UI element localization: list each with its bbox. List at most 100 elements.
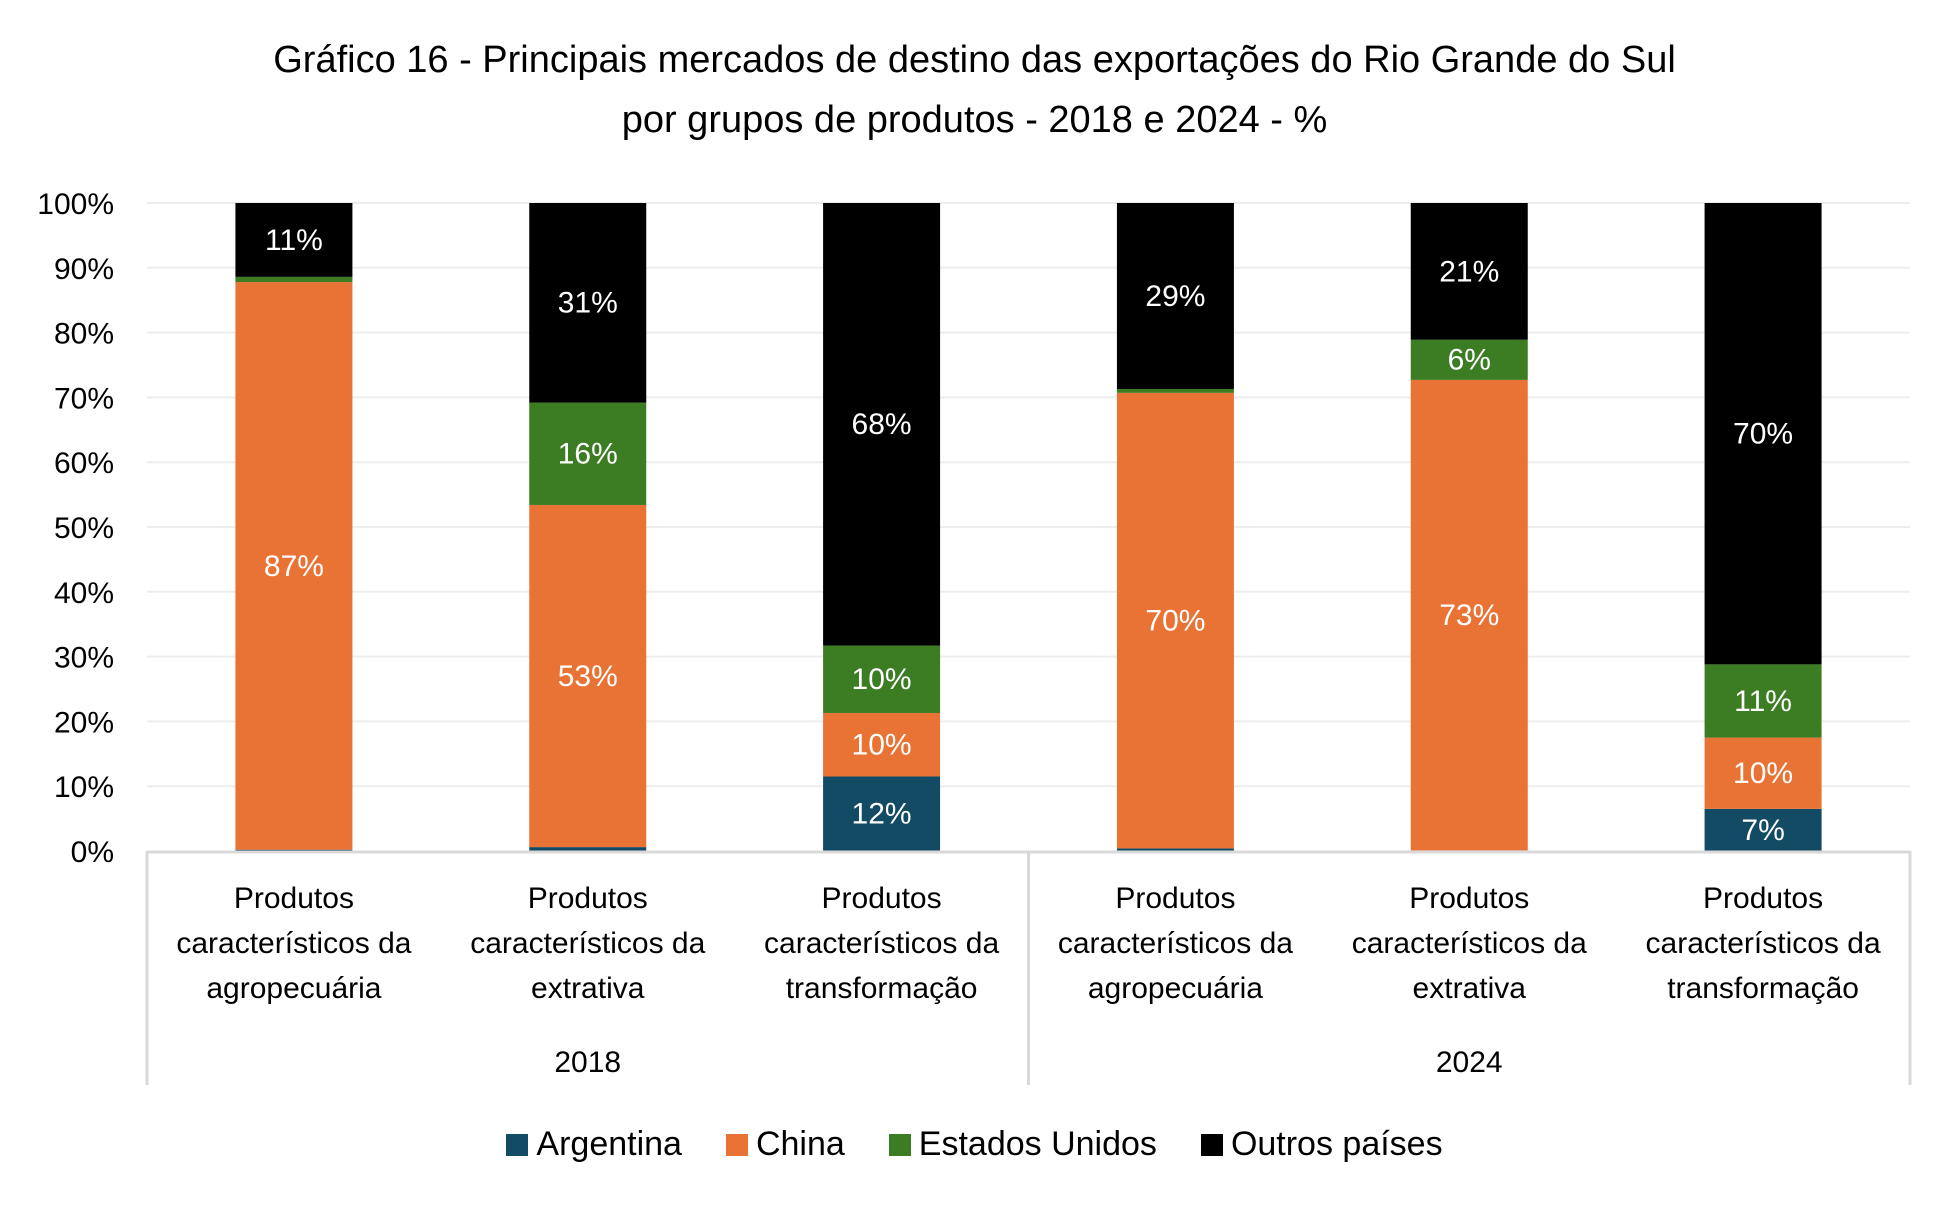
bar-segment-china [823, 712, 941, 777]
y-axis-ticks: 0% 10% 20% 30% 40% 50% 60% 70% 80% 90% 100% [37, 188, 114, 869]
y-tick-label: 100% [37, 188, 114, 221]
category-label-line: Produtos [1409, 882, 1529, 915]
category-label-line: característicos da [1646, 927, 1881, 960]
data-label: 16% [558, 438, 618, 471]
bar-segment-outros-paises [235, 203, 353, 277]
data-label: 70% [1733, 418, 1793, 451]
y-tick-label: 50% [54, 512, 114, 545]
data-label: 68% [852, 408, 912, 441]
category-label-line: Produtos [822, 882, 942, 915]
category-label-line: agropecuária [1088, 972, 1263, 1005]
data-label: 73% [1439, 599, 1499, 632]
y-tick-label: 30% [54, 642, 114, 675]
category-label-line: característicos da [176, 927, 411, 960]
category-label-line: característicos da [1352, 927, 1587, 960]
bar-segment-outros-paises [1116, 203, 1234, 389]
group-label: 2018 [554, 1046, 621, 1079]
legend-label: Argentina [536, 1125, 682, 1163]
chart-title: Gráfico 16 - Principais mercados de dest… [0, 30, 1949, 150]
y-tick-label: 40% [54, 577, 114, 610]
category-label-line: característicos da [764, 927, 999, 960]
chart-title-line-1: Gráfico 16 - Principais mercados de dest… [273, 39, 1676, 81]
y-tick-label: 10% [54, 771, 114, 804]
data-label: 7% [1741, 814, 1784, 847]
bar-segment-estados-unidos [529, 402, 647, 505]
legend-item: Outros países [1200, 1125, 1443, 1164]
bar-segment-estados-unidos [1410, 339, 1528, 380]
data-label: 29% [1145, 280, 1205, 313]
legend: Argentina China Estados Unidos Outros paíse… [0, 1125, 1949, 1164]
category-label-line: característicos da [1058, 927, 1293, 960]
chart-title-line-2: por grupos de produtos - 2018 e 2024 - % [621, 99, 1328, 141]
legend-swatch-icon [725, 1133, 748, 1156]
category-label-line: agropecuária [206, 972, 381, 1005]
data-label: 10% [852, 729, 912, 762]
data-label: 10% [1733, 757, 1793, 790]
category-label: Produtos característicos da extrativa [1352, 882, 1587, 1005]
data-label: 10% [852, 663, 912, 696]
bar-segment-outros-paises [1410, 203, 1528, 340]
bar-segment-argentina [1116, 848, 1234, 851]
y-tick-label: 70% [54, 382, 114, 415]
legend-label: Outros países [1230, 1125, 1443, 1163]
legend-label: Estados Unidos [918, 1125, 1157, 1163]
bar-segment-outros-paises [1704, 203, 1822, 665]
gridlines [147, 202, 1910, 788]
data-label: 87% [264, 550, 324, 583]
legend-swatch-icon [888, 1133, 911, 1156]
category-label: Produtos característicos da agropecuária [1058, 882, 1293, 1005]
bar-segment-outros-paises [529, 203, 647, 403]
legend-label: China [755, 1125, 845, 1163]
category-label: Produtos característicos da transformação [764, 882, 999, 1005]
bar-segment-china [1410, 379, 1528, 851]
data-labels: 87% 11% 53% 16% 31% 12% 10% 10% 68% 70% 29% 73% 6% 21… [264, 224, 1793, 847]
data-label: 11% [265, 224, 323, 257]
data-label: 6% [1448, 344, 1491, 377]
category-label: Produtos característicos da transformação [1646, 882, 1881, 1005]
legend-item: Argentina [506, 1125, 682, 1164]
legend-item: China [725, 1125, 845, 1164]
y-tick-label: 80% [54, 318, 114, 351]
bars [235, 203, 1822, 851]
data-label: 12% [852, 798, 912, 831]
bar-segment-argentina [529, 847, 647, 851]
chart-plot: 0% 10% 20% 30% 40% 50% 60% 70% 80% 90% 100% 87% 11%… [37, 188, 1912, 1085]
y-tick-label: 90% [54, 253, 114, 286]
category-label-line: transformação [1667, 972, 1859, 1005]
category-label-line: extrativa [1413, 972, 1527, 1005]
bar-segment-estados-unidos [1116, 388, 1234, 393]
category-labels: Produtos característicos da agropecuáriaPr… [176, 882, 1881, 1079]
legend-item: Estados Unidos [888, 1125, 1157, 1164]
bar-segment-argentina [235, 849, 353, 851]
category-label-line: extrativa [531, 972, 645, 1005]
bar-segment-estados-unidos [1704, 664, 1822, 738]
category-label-line: transformação [786, 972, 978, 1005]
group-label: 2024 [1436, 1046, 1503, 1079]
legend-swatch-icon [506, 1133, 529, 1156]
category-label: Produtos característicos da extrativa [470, 882, 705, 1005]
category-label-line: Produtos [1115, 882, 1235, 915]
x-axis [145, 850, 1912, 1085]
category-label-line: característicos da [470, 927, 705, 960]
bar-segment-estados-unidos [823, 645, 941, 713]
category-label-line: Produtos [234, 882, 354, 915]
category-label: Produtos característicos da agropecuária [176, 882, 411, 1005]
data-label: 53% [558, 660, 618, 693]
y-tick-label: 60% [54, 447, 114, 480]
category-label-line: Produtos [528, 882, 648, 915]
category-label-line: Produtos [1703, 882, 1823, 915]
legend-swatch-icon [1200, 1133, 1223, 1156]
y-tick-label: 0% [71, 836, 114, 869]
bar-segment-china [529, 504, 647, 848]
bar-segment-china [1704, 737, 1822, 809]
data-label: 70% [1145, 605, 1205, 638]
data-label: 21% [1439, 255, 1499, 288]
bar-segment-china [1116, 392, 1234, 849]
data-label: 11% [1734, 685, 1792, 718]
bar-segment-china [235, 282, 353, 850]
bar-segment-estados-unidos [235, 276, 353, 283]
data-label: 31% [558, 287, 618, 320]
bar-segment-outros-paises [823, 203, 941, 646]
bar-segment-argentina [1704, 808, 1822, 851]
bar-segment-argentina [823, 776, 941, 851]
